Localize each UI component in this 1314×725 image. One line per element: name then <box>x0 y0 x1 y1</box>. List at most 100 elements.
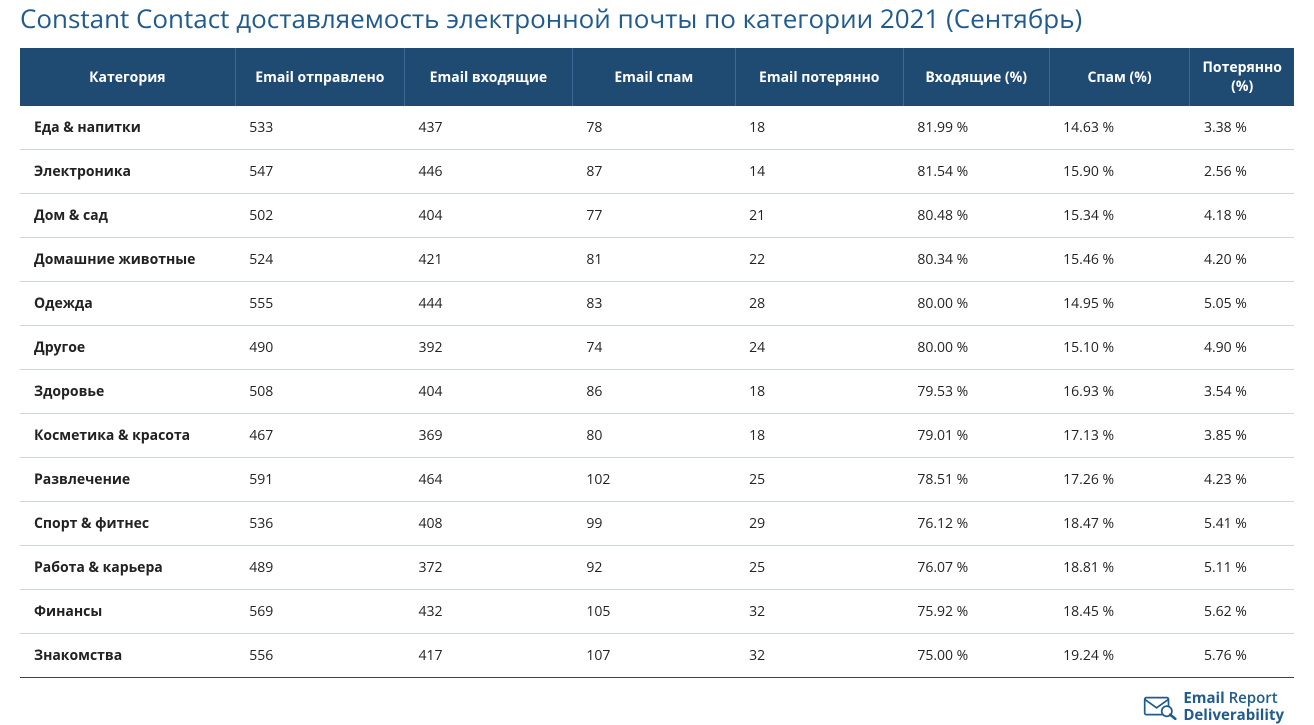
table-cell: 3.85 % <box>1190 414 1294 458</box>
table-cell: 80.00 % <box>903 326 1049 370</box>
table-cell: 81.99 % <box>903 106 1049 150</box>
table-cell: 21 <box>735 194 903 238</box>
table-cell: Работа & карьера <box>20 546 235 590</box>
table-cell: 15.90 % <box>1049 150 1190 194</box>
table-cell: 14.95 % <box>1049 282 1190 326</box>
table-cell: 4.90 % <box>1190 326 1294 370</box>
table-cell: 556 <box>235 634 404 678</box>
table-cell: 372 <box>405 546 573 590</box>
table-cell: 80 <box>572 414 735 458</box>
table-cell: Финансы <box>20 590 235 634</box>
table-cell: 107 <box>572 634 735 678</box>
table-body: Еда & напитки533437781881.99 %14.63 %3.3… <box>20 106 1294 678</box>
table-cell: 78.51 % <box>903 458 1049 502</box>
table-cell: 4.20 % <box>1190 238 1294 282</box>
table-cell: 18.45 % <box>1049 590 1190 634</box>
table-cell: 22 <box>735 238 903 282</box>
table-cell: 4.23 % <box>1190 458 1294 502</box>
table-cell: Косметика & красота <box>20 414 235 458</box>
table-cell: 2.56 % <box>1190 150 1294 194</box>
table-cell: 5.11 % <box>1190 546 1294 590</box>
table-cell: 392 <box>405 326 573 370</box>
column-header: Email потерянно <box>735 48 903 106</box>
table-cell: 467 <box>235 414 404 458</box>
table-cell: 32 <box>735 634 903 678</box>
table-cell: 3.38 % <box>1190 106 1294 150</box>
table-cell: 86 <box>572 370 735 414</box>
column-header: Email спам <box>572 48 735 106</box>
table-cell: 369 <box>405 414 573 458</box>
table-cell: 569 <box>235 590 404 634</box>
table-cell: 437 <box>405 106 573 150</box>
table-row: Знакомства5564171073275.00 %19.24 %5.76 … <box>20 634 1294 678</box>
table-cell: 76.07 % <box>903 546 1049 590</box>
deliverability-table: КатегорияEmail отправленоEmail входящиеE… <box>20 48 1294 678</box>
table-cell: 28 <box>735 282 903 326</box>
logo-word-email: Email <box>1183 688 1228 708</box>
column-header: Входящие (%) <box>903 48 1049 106</box>
table-cell: 92 <box>572 546 735 590</box>
table-cell: 533 <box>235 106 404 150</box>
table-cell: 547 <box>235 150 404 194</box>
table-cell: Дом & сад <box>20 194 235 238</box>
table-cell: 102 <box>572 458 735 502</box>
table-cell: 79.53 % <box>903 370 1049 414</box>
table-header-row: КатегорияEmail отправленоEmail входящиеE… <box>20 48 1294 106</box>
table-cell: 404 <box>405 370 573 414</box>
table-cell: 18 <box>735 106 903 150</box>
table-cell: 80.48 % <box>903 194 1049 238</box>
table-cell: Здоровье <box>20 370 235 414</box>
table-cell: 536 <box>235 502 404 546</box>
table-cell: Знакомства <box>20 634 235 678</box>
table-cell: Развлечение <box>20 458 235 502</box>
page-title: Constant Contact доставляемость электрон… <box>20 0 1294 36</box>
table-cell: 591 <box>235 458 404 502</box>
table-cell: 29 <box>735 502 903 546</box>
table-cell: 19.24 % <box>1049 634 1190 678</box>
table-row: Дом & сад502404772180.48 %15.34 %4.18 % <box>20 194 1294 238</box>
table-cell: Домашние животные <box>20 238 235 282</box>
table-cell: 87 <box>572 150 735 194</box>
table-cell: 74 <box>572 326 735 370</box>
table-cell: 32 <box>735 590 903 634</box>
table-cell: 508 <box>235 370 404 414</box>
table-cell: 18.81 % <box>1049 546 1190 590</box>
table-row: Домашние животные524421812280.34 %15.46 … <box>20 238 1294 282</box>
table-cell: 77 <box>572 194 735 238</box>
table-cell: 25 <box>735 546 903 590</box>
table-cell: 80.34 % <box>903 238 1049 282</box>
table-cell: 18 <box>735 370 903 414</box>
table-cell: 25 <box>735 458 903 502</box>
column-header: Потерянно (%) <box>1190 48 1294 106</box>
table-cell: 555 <box>235 282 404 326</box>
brand-logo: Email Report Deliverability <box>20 690 1294 723</box>
table-cell: 464 <box>405 458 573 502</box>
table-cell: 16.93 % <box>1049 370 1190 414</box>
column-header: Email отправлено <box>235 48 404 106</box>
column-header: Спам (%) <box>1049 48 1190 106</box>
column-header: Email входящие <box>405 48 573 106</box>
table-row: Другое490392742480.00 %15.10 %4.90 % <box>20 326 1294 370</box>
table-cell: 5.62 % <box>1190 590 1294 634</box>
logo-word-report: Report <box>1229 688 1278 708</box>
table-cell: 78 <box>572 106 735 150</box>
table-cell: 5.05 % <box>1190 282 1294 326</box>
table-cell: 502 <box>235 194 404 238</box>
table-cell: 79.01 % <box>903 414 1049 458</box>
table-cell: 15.34 % <box>1049 194 1190 238</box>
table-cell: 80.00 % <box>903 282 1049 326</box>
table-cell: 5.76 % <box>1190 634 1294 678</box>
table-row: Одежда555444832880.00 %14.95 %5.05 % <box>20 282 1294 326</box>
column-header: Категория <box>20 48 235 106</box>
table-cell: 75.00 % <box>903 634 1049 678</box>
table-row: Косметика & красота467369801879.01 %17.1… <box>20 414 1294 458</box>
table-cell: 4.18 % <box>1190 194 1294 238</box>
table-cell: 81.54 % <box>903 150 1049 194</box>
brand-logo-text: Email Report Deliverability <box>1183 690 1284 723</box>
table-cell: 444 <box>405 282 573 326</box>
table-cell: Электроника <box>20 150 235 194</box>
table-cell: 15.46 % <box>1049 238 1190 282</box>
table-cell: 5.41 % <box>1190 502 1294 546</box>
table-row: Спорт & фитнес536408992976.12 %18.47 %5.… <box>20 502 1294 546</box>
table-row: Еда & напитки533437781881.99 %14.63 %3.3… <box>20 106 1294 150</box>
